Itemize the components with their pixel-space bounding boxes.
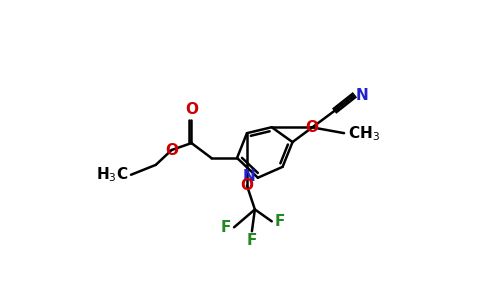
Text: O: O — [305, 120, 318, 135]
Text: O: O — [241, 178, 254, 193]
Text: H$_3$C: H$_3$C — [96, 165, 128, 184]
Text: N: N — [243, 169, 256, 184]
Text: N: N — [356, 88, 369, 103]
Text: CH$_3$: CH$_3$ — [348, 124, 380, 142]
Text: F: F — [221, 220, 231, 235]
Text: F: F — [247, 233, 257, 248]
Text: O: O — [165, 142, 178, 158]
Text: O: O — [185, 102, 198, 117]
Text: F: F — [275, 214, 285, 229]
